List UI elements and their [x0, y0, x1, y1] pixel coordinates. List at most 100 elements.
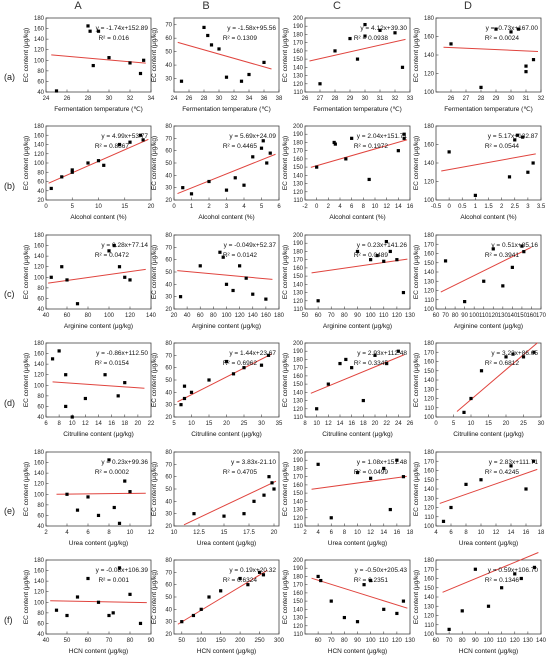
panel-a-a-xtick-label: 30	[106, 96, 113, 102]
panel-e-b-xtick-label: 12.5	[193, 530, 205, 536]
panel-c-b-point	[231, 288, 235, 293]
panel-d-b-ytick-label: 60	[165, 366, 172, 372]
panel-a-c-ytick-label: 140	[293, 65, 304, 71]
panel-f-b-xlabel: HCN content (μg/kg)	[197, 648, 256, 655]
panel-c-a-ytick-label: 60	[37, 296, 44, 302]
panel-c-a-xtick-label: 140	[146, 313, 157, 319]
panel-f-a-ytick-label: 140	[34, 579, 45, 585]
panel-e-a-point	[112, 505, 116, 510]
panel-a-d-ytick-label: 160	[424, 35, 435, 41]
panel-a-c-trend-line	[309, 38, 406, 62]
panel-a-b-point	[202, 25, 206, 30]
panel-d-c-xtick-label: 26	[407, 421, 414, 427]
panel-c-a-point	[112, 243, 116, 248]
panel-e-d-ytick-label: 130	[424, 496, 435, 502]
panel-f-b-point	[199, 607, 203, 611]
panel-a-c-point	[393, 31, 397, 35]
panel-e-c-point	[316, 462, 320, 466]
panel-d-b-point	[182, 396, 187, 401]
panel-f-a-equation: y = -0.08x+106.39	[96, 567, 149, 574]
panel-c-c-point	[382, 259, 386, 263]
panel-b-c-trend-line	[310, 139, 408, 168]
panel-c-b-ytick-label: 20	[165, 307, 172, 313]
panel-f-a-ytick-label: 60	[37, 621, 44, 627]
panel-c-c-ytick-label: 180	[293, 249, 304, 255]
panel-d-a-ylabel: EC content (μg/kg)	[23, 353, 30, 407]
panel-b-c-ytick-label: 170	[293, 149, 304, 155]
panel-f-b-ytick-label: 70	[165, 570, 172, 576]
panel-a-b-ytick-label: 60	[165, 36, 172, 42]
panel-e-c-point	[329, 516, 333, 520]
panel-d-a-ytick-label: 140	[34, 362, 45, 368]
panel-d-b-xtick-label: 5	[172, 421, 176, 427]
panel-e-a-frame	[45, 451, 152, 527]
panel-b-a-point	[60, 175, 64, 179]
panel-e-a-xtick-label: 2	[44, 530, 48, 536]
panel-e-c-ytick-label: 190	[293, 458, 304, 464]
panel-e-c-xtick-label: 12	[367, 530, 374, 536]
panel-c-d-ytick-label: 130	[424, 279, 435, 285]
panel-d-a-xlabel: Citrulline content (μg/kg)	[63, 431, 134, 438]
panel-f-b-xtick-label: 50	[178, 638, 185, 644]
panel-a-b-frame	[173, 17, 280, 93]
panel-c-b-xtick-label: 80	[210, 313, 217, 319]
panel-c-c-ytick-label: 190	[293, 241, 304, 247]
panel-d-a-ytick-label: 180	[34, 341, 45, 347]
panel-b-c-ytick-label: 110	[293, 198, 303, 204]
panel-a-a-ytick-label: 80	[37, 69, 44, 75]
panel-c-b-ytick-label: 40	[165, 282, 172, 288]
row-label-e: (e)	[4, 506, 15, 516]
panel-b-b-xtick-label: 5	[260, 204, 264, 210]
panel-b-d-ytick-label: 140	[424, 161, 435, 167]
panel-c-d-xtick-label: 80	[452, 313, 459, 319]
panel-e-c-point	[401, 475, 406, 479]
panel-a-c-ytick-label: 150	[293, 57, 304, 63]
panel-a-b-ytick-label: 50	[165, 50, 172, 56]
panel-f-b-xtick-label: 150	[216, 638, 227, 644]
panel-d-b-point	[179, 403, 183, 407]
panel-b-a-point	[138, 133, 143, 137]
panel-f-b-equation: y = 0.19x+20.32	[229, 567, 276, 574]
panel-d-d-ytick-label: 120	[424, 397, 435, 403]
panel-b-d-ytick-label: 120	[424, 180, 435, 186]
panel-c-c-point	[375, 253, 379, 258]
panel-f-c-ytick-label: 140	[293, 607, 304, 613]
panel-c-a-ylabel: EC content (μg/kg)	[23, 245, 30, 299]
panel-a-c-ytick-label: 170	[293, 41, 304, 47]
panel-d-c-point	[326, 382, 330, 386]
panel-d-d-xtick-label: 10	[468, 421, 475, 427]
panel-f-a-point	[86, 576, 90, 581]
panel-d-c-point	[338, 361, 342, 366]
panel-f-c-xtick-label: 130	[405, 638, 416, 644]
panel-a-b-point	[209, 43, 214, 47]
panel-e-d-xtick-label: 16	[523, 530, 530, 536]
panel-c-b-xtick-label: 160	[261, 313, 272, 319]
panel-e-a-point	[128, 490, 132, 494]
panel-b-d-point	[473, 193, 477, 197]
panel-b-a-point	[96, 159, 101, 163]
panel-f-a-point	[75, 595, 80, 599]
panel-c-d-ylabel: EC content (μg/kg)	[413, 245, 420, 299]
panel-d-d-ytick-label: 130	[424, 387, 435, 393]
panel-b-c-ytick-label: 160	[293, 157, 304, 163]
panel-a-c-xtick-label: 30	[362, 96, 369, 102]
panel-a-c-xtick-label: 26	[302, 96, 309, 102]
panel-b-a-ytick-label: 40	[37, 189, 44, 195]
panel-b-b-equation: y = 5.69x+24.09	[229, 133, 276, 140]
panel-b-b-ytick-label: 40	[165, 173, 172, 179]
panel-d-b-r2: R² = 0.6962	[223, 360, 258, 367]
panel-c-b-ytick-label: 60	[165, 258, 172, 264]
panel-b-a-ytick-label: 160	[34, 133, 45, 139]
panel-f-a-point	[96, 600, 101, 604]
panel-b-c-xtick-label: 4	[338, 204, 342, 210]
panel-b-c-ylabel: EC content (μg/kg)	[282, 136, 289, 190]
panel-a-d-r2: R² = 0.0024	[485, 35, 520, 42]
panel-f-b-ytick-label: 20	[165, 632, 172, 638]
panel-f-b-ytick-label: 50	[165, 595, 172, 601]
panel-f-d-point	[460, 609, 464, 613]
panel-c-d-xtick-label: 150	[517, 313, 528, 319]
panel-b-d-equation: y = 5.17x+132.87	[488, 133, 539, 140]
panel-d-b-ytick-label: 70	[165, 353, 172, 359]
panel-b-c-xlabel: Alcohol content (%)	[329, 214, 385, 221]
